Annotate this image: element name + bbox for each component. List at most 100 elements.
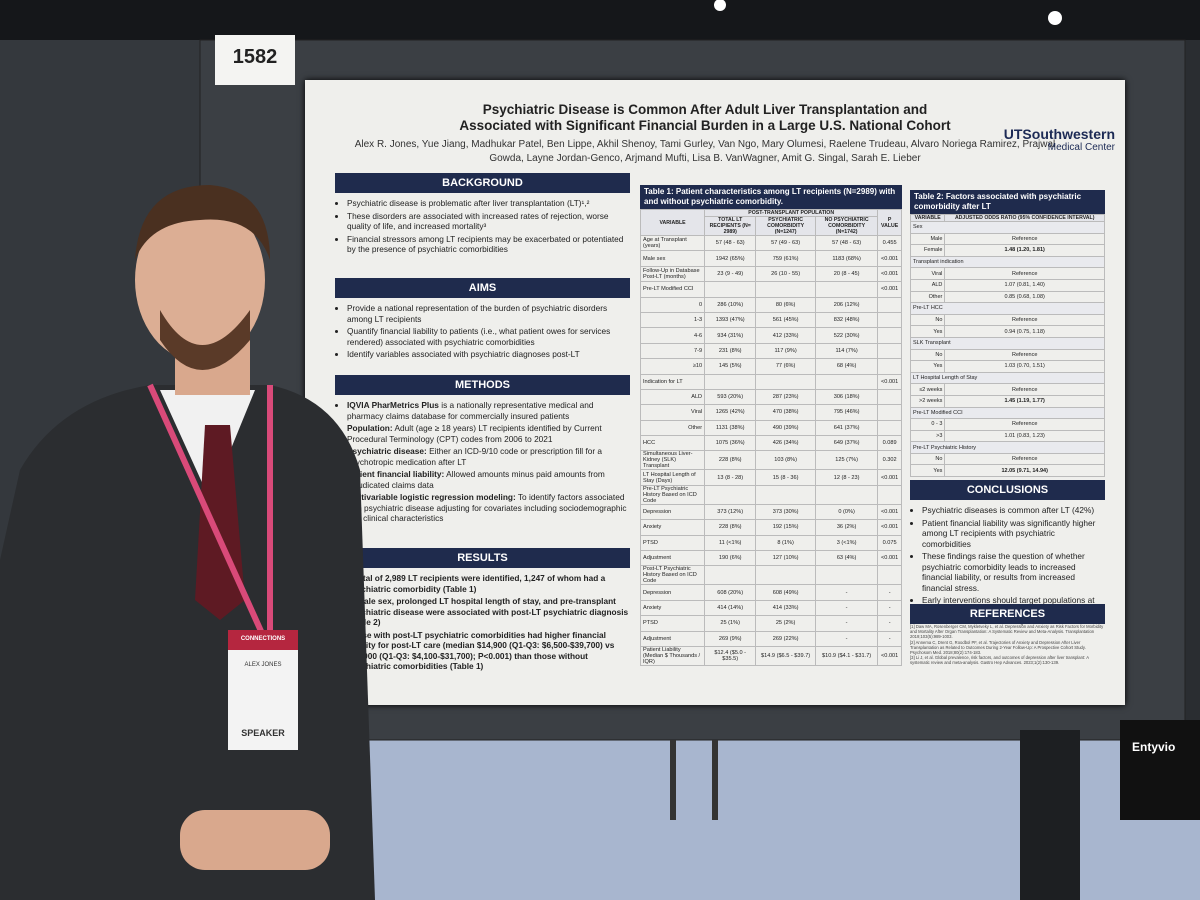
table-cell: 649 (37%): [814, 435, 879, 452]
reference: [3] Li J, et al. Global prevalence, risk…: [910, 655, 1089, 666]
table-cell: 23 (9 - 49): [704, 265, 757, 283]
table-cell: 286 (10%): [704, 296, 757, 313]
table-cell: Yes: [909, 464, 946, 478]
table-cell: >2 weeks: [909, 394, 946, 408]
bullet: Quantify financial liability to patients…: [347, 326, 630, 347]
title-line: Psychiatric Disease is Common After Adul…: [482, 102, 928, 117]
bullet-text: Those with post-LT psychiatric comorbidi…: [347, 629, 615, 672]
bullet: A total of 2,989 LT recipients were iden…: [347, 573, 630, 594]
table-cell: 269 (22%): [755, 630, 816, 647]
bullet: Financial stressors among LT recipients …: [347, 234, 630, 255]
table-row: Viral 1265 (42%) 470 (38%) 795 (46%): [639, 404, 902, 421]
table-cell: Indication for LT: [639, 373, 706, 390]
section: AIMS Provide a national representation of…: [335, 278, 630, 362]
column-header: ADJUSTED ODDS RATIO (95% CONFIDENCE INTE…: [944, 214, 1105, 222]
table-row: Pre-LT Psychiatric History Based on ICD …: [639, 484, 902, 505]
table-cell: 522 (30%): [814, 327, 879, 344]
table-cell: 1.48 (1.20, 1.81): [944, 244, 1105, 257]
bullet: Patient financial liability: Allowed amo…: [347, 469, 630, 490]
bullet-text: Allowed amounts minus paid amounts from …: [347, 469, 605, 490]
bullet-text: These disorders are associated with incr…: [347, 210, 609, 232]
table-cell: 1265 (42%): [704, 404, 757, 421]
section-heading: RESULTS: [335, 548, 630, 568]
table-row: Sex: [910, 221, 1105, 234]
section: CONCLUSIONS Psychiatric diseases is commo…: [910, 480, 1105, 629]
section: REFERENCES [1] Daw MA, Rosenberger CM, My…: [910, 604, 1105, 666]
table-row: PTSD 25 (1%) 25 (2%) - -: [639, 615, 902, 632]
column-header: VARIABLE: [639, 209, 706, 236]
table-cell: <0.001: [877, 265, 902, 283]
bullet-text: Financial stressors among LT recipients …: [347, 233, 624, 255]
reference: [2] Annema C, Drent G, Roodbol PF, et al…: [910, 639, 1086, 656]
table-cell: 269 (9%): [704, 630, 757, 647]
table-cell: 231 (8%): [704, 342, 757, 360]
column-header: TOTAL LT RECIPIENTS (N= 2989): [704, 216, 757, 236]
table-cell: [877, 296, 902, 313]
table-cell: 0.089: [877, 435, 902, 452]
header-row: TOTAL LT RECIPIENTS (N= 2989) PSYCHIATRIC…: [641, 216, 902, 236]
table-row: Post-LT Psychiatric History Based on ICD…: [639, 565, 902, 586]
table-row: Simultaneous Liver-Kidney (SLK) Transpla…: [639, 450, 902, 471]
title-line: Associated with Significant Financial Bu…: [459, 118, 951, 133]
authors: Alex R. Jones, Yue Jiang, Madhukar Patel…: [354, 139, 1056, 164]
table-cell: 1-3: [639, 311, 706, 329]
table-row: LT Hospital Length of Stay (Days) 13 (8 -…: [639, 469, 902, 486]
table-title: Table 2: Factors associated with psychia…: [910, 190, 1105, 214]
table-cell: ALD: [909, 278, 946, 292]
bullet-lead: Psychiatric disease:: [347, 446, 427, 456]
table-row: Female 1.48 (1.20, 1.81): [909, 244, 1105, 257]
table-cell: -: [877, 630, 902, 647]
table-row: 4-6 934 (31%) 412 (33%) 522 (30%): [639, 327, 902, 344]
badge-name: ALEX JONES: [244, 662, 282, 668]
table-row: Adjustment 269 (9%) 269 (22%) - -: [639, 630, 902, 647]
table-row: Yes 0.94 (0.75, 1.18): [909, 325, 1105, 338]
poster-title: Psychiatric Disease is Common After Adul…: [425, 102, 985, 134]
table-cell: 934 (31%): [704, 327, 757, 344]
table-row: Other 1131 (38%) 490 (39%) 641 (37%): [639, 419, 902, 437]
bullet: Patient financial liability was signific…: [922, 518, 1105, 550]
table-cell: 0.075: [877, 534, 902, 552]
table-row: HCC 1075 (36%) 426 (34%) 649 (37%) 0.089: [639, 435, 902, 452]
reference: [1] Daw MA, Rosenberger CM, Mykletveky L…: [910, 624, 1104, 640]
section: BACKGROUND Psychiatric disease is problem…: [335, 173, 630, 257]
table-cell: 1131 (38%): [704, 419, 757, 437]
table-1: Table 1: Patient characteristics among L…: [639, 185, 902, 666]
table-cell: [877, 342, 902, 360]
section: RESULTS A total of 2,989 LT recipients we…: [335, 548, 630, 674]
badge-event: CONNECTIONS: [240, 636, 286, 642]
table-cell: [877, 419, 902, 437]
table-cell: $10.9 ($4.1 - $31.7): [814, 645, 879, 666]
table-row: Yes 12.05 (9.71, 14.94): [909, 464, 1105, 478]
table-cell: <0.001: [877, 469, 902, 486]
badge-role: SPEAKER: [241, 728, 285, 738]
table-cell: [877, 327, 902, 344]
bullet: Multivariable logistic regression modeli…: [347, 492, 630, 524]
table-cell: 127 (10%): [755, 550, 816, 567]
table-cell: 68 (4%): [814, 358, 879, 375]
table-cell: 593 (20%): [704, 388, 757, 406]
table-cell: $14.9 ($6.5 - $39.7): [755, 645, 816, 666]
table-cell: <0.001: [877, 373, 902, 390]
table-title: Table 1: Patient characteristics among L…: [640, 185, 902, 209]
table-cell: [814, 281, 879, 298]
bullet: These disorders are associated with incr…: [347, 211, 630, 232]
table-row: ALD 593 (20%) 287 (23%) 306 (18%): [639, 388, 902, 406]
section: METHODS IQVIA PharMetrics Plus is a natio…: [335, 375, 630, 526]
table-cell: Other: [639, 419, 706, 437]
poster: Psychiatric Disease is Common After Adul…: [305, 80, 1125, 705]
table-cell: 1393 (47%): [704, 311, 757, 329]
table-cell: Female: [909, 244, 946, 257]
column-header: P VALUE: [877, 209, 902, 236]
bullet-list: IQVIA PharMetrics Plus is a nationally r…: [335, 400, 630, 524]
sponsor-sign: Entyvio: [1132, 740, 1176, 754]
bullet-list: Psychiatric disease is problematic after…: [335, 198, 630, 255]
bullet-text: Patient financial liability was signific…: [922, 517, 1096, 549]
table-row: Depression 373 (12%) 373 (30%) 0 (0%) <0.001: [639, 503, 902, 521]
bullet: Population: Adult (age ≥ 18 years) LT re…: [347, 423, 630, 444]
table-cell: 306 (18%): [814, 388, 879, 406]
table: VARIABLE ADJUSTED ODDS RATIO (95% CONFIDE…: [909, 214, 1105, 478]
table-row: Adjustment 190 (6%) 127 (10%) 63 (4%) <0.001: [639, 550, 902, 567]
table-row: No Reference: [909, 313, 1105, 327]
bullet-text: Psychiatric diseases is common after LT …: [922, 505, 1095, 515]
